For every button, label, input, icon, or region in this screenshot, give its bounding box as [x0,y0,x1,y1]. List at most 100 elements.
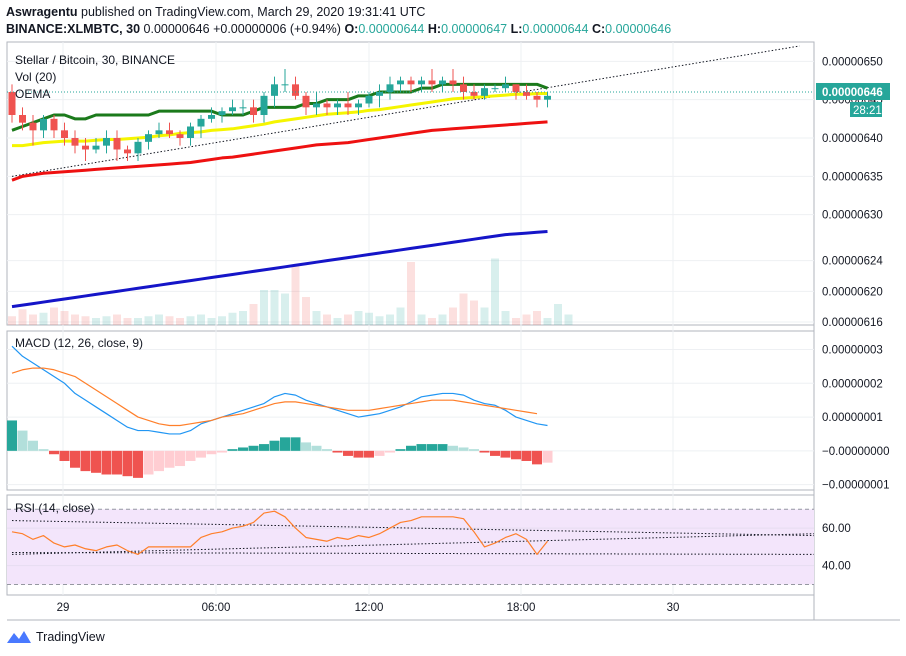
volume-bar [333,318,342,325]
author-name[interactable]: Aswragentu [6,5,78,19]
rsi-tick-label: 60.00 [822,523,851,535]
volume-bar [375,316,384,325]
macd-histogram-bar [479,450,490,453]
publish-line: Aswragentu published on TradingView.com,… [6,5,425,19]
price-tick-label: 0.00000620 [822,286,883,298]
candle-body [533,95,541,100]
candle-body [61,130,68,138]
candle-body [491,88,499,90]
price-pane[interactable]: 0.000006500.000006450.000006400.00000635… [7,45,890,329]
macd-line [11,345,548,435]
candle-body [176,134,184,138]
high-label: H: [427,22,442,36]
close-value: 0.00000646 [605,22,672,36]
candle-body [334,103,341,108]
high-value: 0.00000647 [441,22,508,36]
macd-tick-label: 0.00000001 [822,412,883,424]
volume-bar [281,293,289,325]
candle-body [386,84,394,92]
macd-histogram-bar [490,450,500,456]
volume-bar [564,314,573,325]
ema-blue-line [11,230,548,309]
macd-histogram-bar [59,450,70,461]
candle-body [544,95,551,100]
volume-bar [501,311,510,325]
candle-body [428,80,436,85]
macd-histogram-bar [542,450,553,463]
rsi-pane[interactable]: 60.00 40.00 [7,508,851,585]
macd-histogram-bar [49,450,59,455]
macd-histogram-bar [332,450,343,453]
macd-histogram-bar [217,450,227,453]
candle-body [8,92,16,115]
macd-histogram-bar [164,450,175,468]
candle-body [250,107,257,115]
candle-body [124,149,131,154]
macd-histogram-bar [364,450,374,458]
macd-histogram-bar [500,450,511,458]
candle-body [313,103,320,108]
macd-histogram-bar [28,440,38,451]
volume-bar [417,314,426,325]
volume-bar [50,307,58,325]
candle-body [19,115,26,123]
time-axis[interactable]: 29 06:00 12:00 18:00 30 [57,602,680,614]
volume-bar [197,314,205,325]
ema-yellow-line [12,92,548,148]
macd-histogram-bar [301,442,311,451]
volume-bar [270,290,279,325]
symbol: BINANCE:XLMBTC, 30 [6,22,141,36]
time-tick-label: 12:00 [355,602,384,614]
candle-body [229,107,236,112]
volume-bar [8,316,16,325]
low-label: L: [510,22,523,36]
macd-histogram-bar [280,437,290,451]
candle-body [407,80,415,85]
current-price-badge [816,83,890,100]
price-tick-label: 0.00000624 [822,256,883,268]
volume-bar [312,311,321,325]
volume-bar [365,312,373,325]
macd-histogram-bar [290,437,301,451]
macd-signal-line [11,367,538,427]
candle-body [523,92,530,96]
macd-pane[interactable]: 0.00000003 0.00000002 0.00000001 −0.0000000… [7,345,889,492]
macd-histogram-bar [448,445,458,451]
volume-bar [438,314,447,325]
symbol-line: BINANCE:XLMBTC, 30 0.00000646 +0.0000000… [6,22,671,36]
candle-body [292,84,299,96]
candle-body [323,103,331,108]
candle-body [197,118,205,127]
macd-pane-title: MACD (12, 26, close, 9) [15,336,143,350]
countdown-badge [850,102,882,117]
volume-bar [491,258,499,325]
candle-body [145,134,152,142]
time-tick-label: 06:00 [202,602,231,614]
macd-histogram-bar [38,449,49,451]
candle-body [71,138,79,146]
time-tick-label: 18:00 [507,602,536,614]
macd-histogram-bar [175,450,185,467]
volume-bar [60,311,69,325]
candle-body [208,115,215,119]
volume-bar [512,318,520,325]
macd-histogram-bar [196,450,206,458]
macd-histogram-bar [248,445,259,451]
volume-bar [239,311,247,325]
volume-bar [470,300,478,325]
tradingview-brand: TradingView [36,630,105,644]
rsi-band [7,509,814,585]
candle-body [113,138,121,150]
tradingview-logo-icon [7,631,31,643]
close-label: C: [591,22,606,36]
volume-bar [81,316,90,325]
candle-body [239,107,247,109]
macd-histogram-bar [374,450,385,456]
volume-bar [459,293,468,325]
macd-histogram-bar [17,430,28,451]
macd-tick-label: 0.00000003 [822,345,883,357]
tradingview-footer[interactable]: TradingView [6,630,105,644]
volume-bar [260,290,268,325]
macd-histogram-bar [133,450,143,478]
